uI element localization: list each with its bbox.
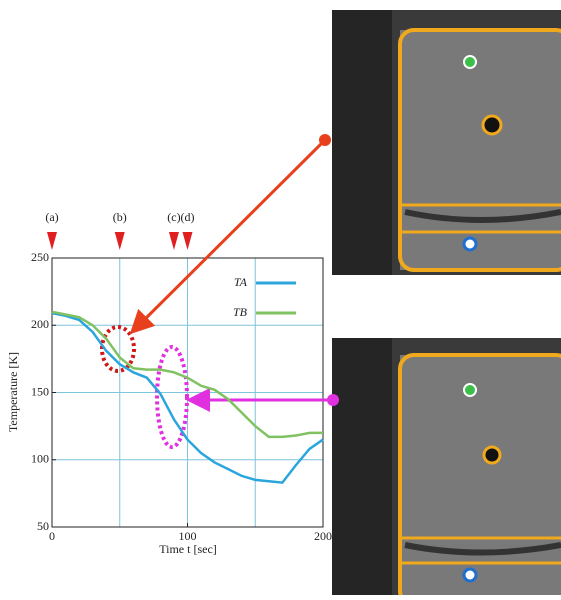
arrow-dot [319,134,331,146]
y-tick-label: 100 [31,452,49,466]
marker [115,232,125,250]
arrow-top [134,140,325,330]
marker-label: (a) [45,210,58,224]
arrow-dot [327,394,339,406]
marker-label: (d) [181,210,195,224]
marker [169,232,179,250]
marker [47,232,57,250]
x-tick-label: 100 [179,529,197,543]
y-tick-label: 50 [37,519,49,533]
marker-label: (c) [167,210,180,224]
photo-bottom [332,338,561,595]
figure: Time t [sec] Temperature [K] 50 100 150 200… [0,0,561,595]
marker-label: (b) [113,210,127,224]
photo-top [332,10,561,275]
y-tick-label: 200 [31,317,49,331]
y-tick-label: 150 [31,384,49,398]
x-tick-label: 0 [49,529,55,543]
x-axis-label: Time t [sec] [159,542,217,556]
y-axis-label: Temperature [K] [6,352,20,432]
x-tick-label: 200 [314,529,332,543]
legend-label: TA [234,275,248,289]
legend-label: TB [233,305,248,319]
y-tick-label: 250 [31,250,49,264]
marker [183,232,193,250]
